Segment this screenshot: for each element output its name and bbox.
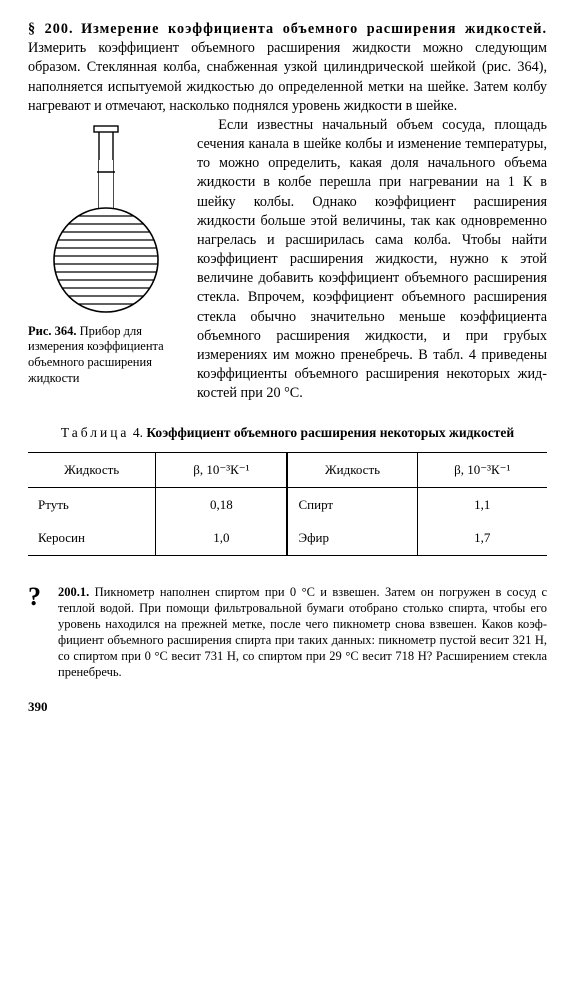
cell-val-l1: 1,0 [156, 521, 288, 555]
section-paragraph-1: § 200. Измерение коэффициента об­ъем­ног… [28, 20, 547, 116]
cell-name-l0: Ртуть [28, 487, 156, 521]
problem-number: 200.1. [58, 585, 89, 599]
cell-name-r1: Эфир [287, 521, 417, 555]
problem-block: ? 200.1. Пикнометр наполнен спиртом при … [28, 584, 547, 680]
cell-val-l0: 0,18 [156, 487, 288, 521]
th-beta-2: β, 10⁻³К⁻¹ [417, 453, 547, 488]
problem-text-wrap: 200.1. Пикнометр наполнен спиртом при 0 … [58, 584, 547, 680]
cell-name-l1: Керосин [28, 521, 156, 555]
section-number: § 200. [28, 21, 74, 37]
cell-name-r0: Спирт [287, 487, 417, 521]
table-number: 4. [133, 425, 143, 440]
section-title: Измерение коэффициента об­ъем­ного расши… [81, 21, 547, 37]
problem-text: Пикнометр наполнен спиртом при 0 °С и вз… [58, 585, 547, 679]
flask-drawing [36, 120, 176, 320]
table-caption: Таблица 4. Коэффициент объемного расшире… [28, 425, 547, 442]
figure-caption: Рис. 364. Прибор для измерения коэффици­… [28, 324, 183, 387]
question-mark-icon: ? [28, 584, 44, 680]
th-liquid-2: Жидкость [287, 453, 417, 488]
figure-label: Рис. 364. [28, 324, 77, 338]
th-liquid-1: Жидкость [28, 453, 156, 488]
coefficients-table: Жидкость β, 10⁻³К⁻¹ Жидкость β, 10⁻³К⁻¹ … [28, 452, 547, 556]
cell-val-r1: 1,7 [417, 521, 547, 555]
figure-364: Рис. 364. Прибор для измерения коэффици­… [28, 120, 183, 387]
th-beta-1: β, 10⁻³К⁻¹ [156, 453, 288, 488]
section-lead-text: Измерить коэффициент объемного расширени… [28, 40, 547, 114]
textbook-page: § 200. Измерение коэффициента об­ъем­ног… [0, 0, 575, 726]
table-caption-text: Коэффициент объемного расширения некотор… [146, 425, 514, 440]
table-caption-prefix: Таблица [61, 425, 130, 440]
cell-val-r0: 1,1 [417, 487, 547, 521]
page-number: 390 [28, 698, 547, 716]
